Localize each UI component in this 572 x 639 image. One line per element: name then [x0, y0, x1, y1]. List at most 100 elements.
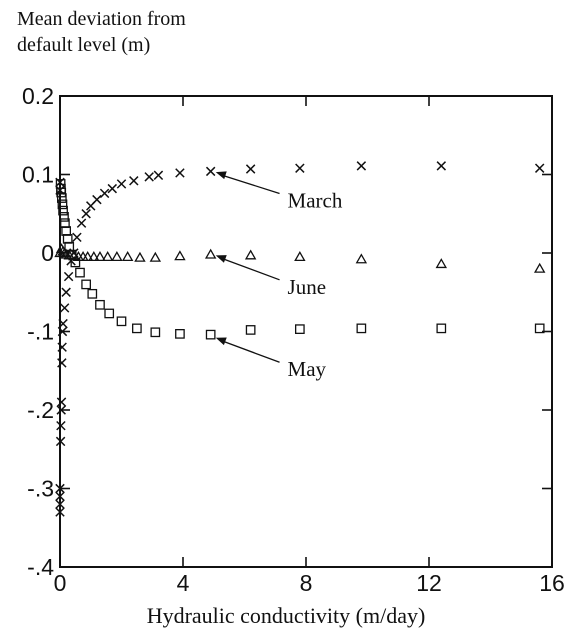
point-x [534, 163, 545, 173]
point-x [56, 397, 67, 407]
point-square [116, 316, 127, 327]
point-x [55, 436, 66, 447]
point-x [76, 218, 87, 228]
y-tick-label: 0.2 [22, 83, 54, 109]
point-x [56, 420, 66, 431]
point-x [99, 188, 110, 199]
point-x [295, 163, 305, 173]
point-triangle [204, 248, 217, 259]
point-x [205, 166, 216, 177]
annotation-arrow-line [221, 340, 280, 363]
point-triangle [355, 253, 368, 264]
point-triangle [435, 258, 448, 269]
point-square [356, 323, 367, 334]
annotation-arrowhead [215, 171, 227, 180]
axis-ticks: 0.20.10-.1-.2-.3-.40 4 8 12 16 [22, 83, 565, 596]
point-square [205, 329, 216, 340]
point-triangle [101, 251, 114, 262]
point-square [58, 205, 68, 216]
annotation-label-march: March [288, 188, 343, 212]
point-triangle [111, 251, 123, 262]
plot-frame [59, 95, 553, 568]
x-tick-label: 8 [300, 570, 313, 596]
point-square [95, 299, 105, 310]
point-x [116, 179, 127, 189]
point-x [63, 271, 74, 282]
series-march [55, 161, 545, 517]
point-square [81, 279, 91, 290]
annotation-label-june: June [288, 275, 327, 299]
point-triangle [88, 251, 100, 262]
x-axis-label: Hydraulic conductivity (m/day) [146, 603, 426, 628]
annotation-arrowhead [215, 337, 227, 346]
point-square [70, 257, 81, 268]
point-x [144, 172, 154, 182]
point-square [61, 226, 72, 236]
annotation-arrow-line [221, 174, 280, 195]
annotations: March June May [215, 171, 343, 381]
point-triangle [94, 251, 106, 262]
y-tick-label: 0 [41, 240, 54, 266]
point-square [245, 325, 256, 335]
point-x [356, 161, 367, 171]
data-marks [54, 161, 546, 517]
point-x [81, 209, 91, 219]
point-square [62, 234, 73, 244]
point-square [104, 308, 115, 319]
y-tick-label: -.3 [27, 476, 54, 502]
y-tick-label: -.4 [27, 554, 54, 580]
point-triangle [244, 249, 257, 260]
x-tick-label: 16 [539, 570, 565, 596]
point-triangle [533, 262, 546, 273]
point-triangle [149, 251, 162, 262]
x-tick-label: 0 [54, 570, 67, 596]
y-tick-label: 0.1 [22, 162, 54, 188]
point-x [57, 326, 68, 337]
point-x [57, 342, 67, 352]
x-tick-label: 4 [177, 570, 190, 596]
point-square [87, 288, 98, 299]
point-x [55, 491, 65, 502]
point-x [55, 507, 65, 517]
point-square [294, 324, 305, 334]
point-square [436, 323, 447, 334]
point-x [55, 499, 65, 509]
point-square [534, 323, 545, 334]
point-x [129, 176, 139, 186]
y-axis-label: Mean deviation from default level (m) [17, 8, 186, 56]
point-x [61, 287, 71, 297]
plot-border [59, 95, 553, 568]
point-x [175, 168, 185, 178]
point-triangle [174, 250, 186, 261]
point-square [56, 187, 67, 198]
annotation-arrow-line [221, 257, 280, 281]
y-tick-label: -.2 [27, 397, 54, 423]
point-triangle [294, 251, 306, 262]
point-x [153, 170, 164, 181]
point-x [245, 164, 256, 174]
y-tick-label: -.1 [27, 319, 54, 345]
point-square [59, 212, 69, 222]
point-x [58, 318, 68, 329]
point-x [436, 161, 447, 171]
point-square [75, 267, 85, 278]
point-triangle [121, 251, 134, 262]
point-x [57, 358, 67, 368]
point-square [132, 323, 142, 334]
point-square [150, 327, 161, 338]
point-triangle [81, 251, 94, 262]
point-x [92, 194, 102, 205]
series-may [55, 179, 545, 340]
point-square [57, 199, 68, 210]
point-triangle [60, 248, 72, 259]
annotation-arrowhead [215, 255, 227, 263]
point-x [107, 183, 118, 194]
point-x [72, 232, 82, 243]
point-triangle [134, 251, 146, 262]
series-june [54, 243, 546, 273]
point-square [56, 193, 67, 203]
point-x [55, 483, 65, 494]
x-tick-label: 12 [416, 570, 442, 596]
point-x [56, 405, 66, 415]
